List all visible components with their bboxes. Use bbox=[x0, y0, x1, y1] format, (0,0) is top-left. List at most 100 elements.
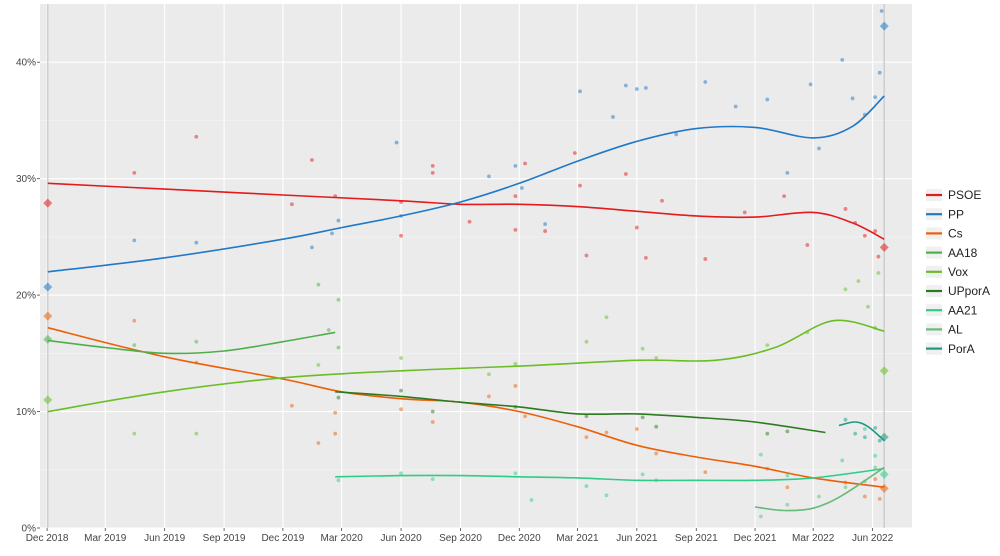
poll-point-al bbox=[758, 514, 763, 519]
result-marker-vox bbox=[879, 366, 889, 376]
poll-point-psoe bbox=[634, 225, 639, 230]
x-tick-label: Jun 2020 bbox=[380, 533, 422, 544]
result-marker-cs bbox=[43, 311, 53, 321]
poll-point-uppora bbox=[640, 415, 645, 420]
poll-point-aa21 bbox=[399, 471, 403, 476]
poll-point-psoe bbox=[782, 194, 787, 199]
poll-point-pp bbox=[877, 70, 882, 75]
axis-layer: 0% 10% 20% 30% 40% Dec 2018 Mar 2019 Jun 2019 Se… bbox=[16, 58, 894, 544]
poll-point-pora bbox=[877, 438, 882, 443]
results-layer bbox=[43, 21, 889, 493]
poll-point-cs bbox=[316, 441, 321, 445]
poll-point-aa21 bbox=[584, 484, 589, 488]
poll-point-aa18 bbox=[326, 328, 331, 332]
poll-point-psoe bbox=[523, 161, 527, 166]
poll-point-pora bbox=[843, 417, 848, 422]
poll-point-cs bbox=[333, 410, 338, 415]
poll-point-psoe bbox=[578, 183, 582, 188]
poll-point-pp bbox=[336, 218, 341, 223]
poll-point-aa21 bbox=[336, 478, 341, 483]
result-marker-pp bbox=[43, 282, 53, 292]
poll-point-psoe bbox=[660, 198, 664, 203]
result-marker-aa18 bbox=[43, 334, 53, 344]
poll-point-aa21 bbox=[640, 472, 645, 477]
poll-point-aa21 bbox=[840, 458, 845, 463]
legend-label: AL bbox=[948, 323, 963, 337]
poll-point-vox bbox=[640, 346, 645, 351]
poll-point-vox bbox=[604, 315, 609, 320]
poll-point-aa21 bbox=[529, 498, 534, 502]
x-tick-label: Jun 2019 bbox=[144, 533, 186, 544]
poll-point-pp bbox=[634, 87, 639, 91]
poll-point-cs bbox=[523, 414, 527, 419]
poll-point-pp bbox=[879, 9, 884, 13]
x-tick-label: Sep 2019 bbox=[203, 533, 246, 544]
poll-point-pp bbox=[578, 89, 582, 94]
x-tick-label: Dec 2018 bbox=[26, 533, 69, 544]
x-tick-label: Dec 2020 bbox=[498, 533, 541, 544]
poll-point-psoe bbox=[862, 233, 867, 238]
poll-point-aa21 bbox=[873, 453, 878, 458]
result-marker-aa21 bbox=[879, 469, 889, 479]
poll-point-pora bbox=[873, 425, 878, 430]
poll-point-psoe bbox=[643, 255, 648, 260]
trend-line-aa21 bbox=[335, 467, 885, 482]
x-tick-label: Mar 2022 bbox=[792, 533, 835, 544]
poll-point-pp bbox=[765, 97, 770, 102]
poll-point-vox bbox=[194, 431, 199, 436]
poll-point-cs bbox=[132, 318, 137, 323]
x-tick-label: Sep 2020 bbox=[439, 533, 482, 544]
poll-point-pp bbox=[703, 80, 708, 84]
poll-point-psoe bbox=[584, 253, 589, 258]
poll-point-psoe bbox=[513, 228, 518, 232]
poll-point-aa21 bbox=[758, 452, 763, 457]
poll-point-vox bbox=[132, 431, 137, 436]
poll-point-vox bbox=[866, 304, 870, 309]
poll-point-psoe bbox=[467, 219, 472, 224]
poll-point-psoe bbox=[513, 194, 518, 199]
poll-point-pp bbox=[808, 82, 813, 87]
poll-point-aa21 bbox=[785, 473, 790, 478]
legend-label: AA18 bbox=[948, 246, 978, 260]
poll-point-vox bbox=[487, 372, 491, 377]
legend: PSOE PP Cs AA18 Vox UPporA AA21 AL PorA bbox=[922, 183, 996, 362]
poll-point-vox bbox=[856, 279, 861, 284]
poll-point-cs bbox=[430, 420, 435, 424]
legend-label: PP bbox=[948, 207, 964, 221]
poll-point-pp bbox=[513, 163, 518, 168]
result-marker-psoe bbox=[43, 198, 53, 208]
poll-point-cs bbox=[513, 384, 518, 388]
poll-point-aa21 bbox=[604, 493, 609, 498]
poll-point-al bbox=[843, 485, 848, 490]
poll-point-aa18 bbox=[194, 339, 199, 344]
trend-line-pp bbox=[47, 95, 885, 273]
poll-point-pora bbox=[862, 435, 867, 440]
poll-point-pp bbox=[674, 132, 679, 137]
poll-point-uppora bbox=[584, 414, 589, 419]
legend-label: UPporA bbox=[948, 284, 990, 298]
poll-point-cs bbox=[634, 427, 639, 431]
x-tick-label: Jun 2021 bbox=[616, 533, 658, 544]
y-tick-label: 20% bbox=[16, 291, 36, 302]
result-marker-vox bbox=[43, 395, 53, 405]
poll-point-vox bbox=[513, 361, 518, 366]
x-tick-label: Dec 2019 bbox=[261, 533, 304, 544]
result-marker-pp bbox=[879, 21, 889, 31]
poll-point-cs bbox=[604, 430, 609, 435]
poll-point-al bbox=[817, 494, 821, 499]
trend-line-al bbox=[754, 466, 885, 512]
poll-point-vox bbox=[876, 271, 881, 275]
poll-point-cs bbox=[862, 494, 867, 499]
poll-point-psoe bbox=[399, 233, 403, 238]
poll-point-psoe bbox=[873, 229, 878, 233]
poll-point-pp bbox=[643, 85, 648, 90]
y-tick-label: 10% bbox=[16, 407, 36, 418]
poll-point-aa18 bbox=[336, 345, 341, 350]
result-marker-psoe bbox=[879, 242, 889, 252]
poll-point-psoe bbox=[132, 170, 137, 175]
poll-point-cs bbox=[399, 407, 403, 412]
poll-point-psoe bbox=[703, 257, 708, 261]
poll-point-cs bbox=[487, 394, 491, 399]
poll-point-aa21 bbox=[862, 427, 867, 431]
